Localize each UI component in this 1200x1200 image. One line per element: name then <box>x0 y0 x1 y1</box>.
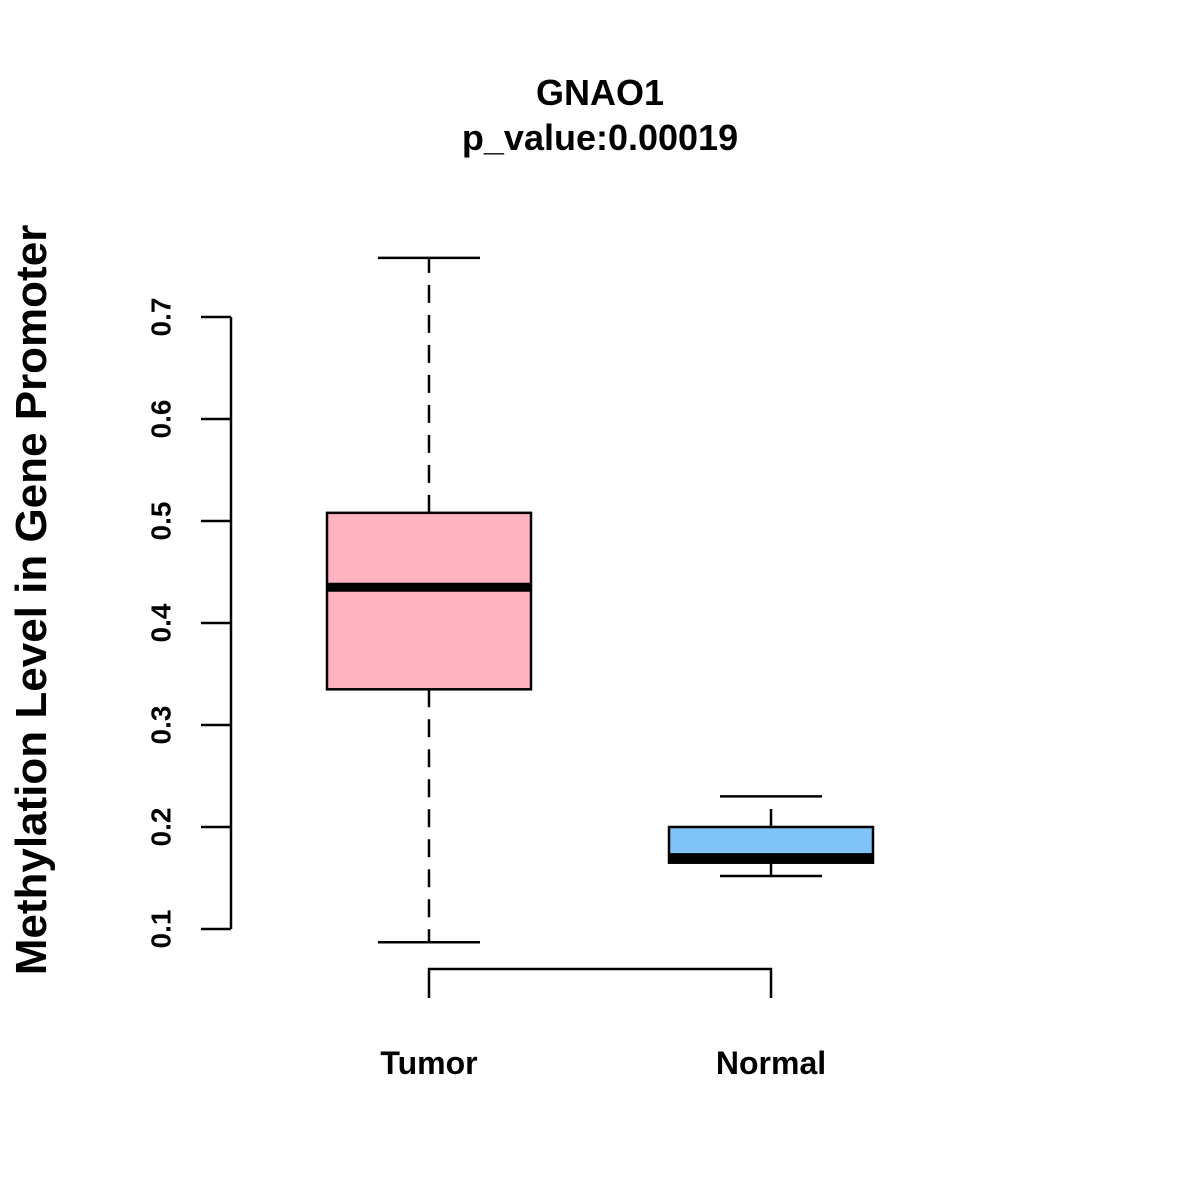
box-normal <box>667 795 875 878</box>
bracket-line <box>427 967 773 998</box>
y-tick-label: 0.1 <box>146 910 177 949</box>
y-axis-label: Methylation Level in Gene Promoter <box>7 225 56 976</box>
box-iqr <box>325 511 533 691</box>
y-tick-label: 0.3 <box>146 706 177 745</box>
y-axis: 0.1 0.2 0.3 0.4 0.5 0.6 0.7 <box>146 298 233 949</box>
x-category-label: Normal <box>716 1045 826 1081</box>
y-tick-label: 0.7 <box>146 298 177 337</box>
y-tick-label: 0.4 <box>146 603 177 642</box>
y-tick-label: 0.2 <box>146 808 177 847</box>
chart-subtitle: p_value:0.00019 <box>462 117 738 158</box>
boxes <box>325 256 875 944</box>
x-category-labels: Tumor Normal <box>380 1045 826 1081</box>
box-tumor <box>325 256 533 944</box>
x-category-label: Tumor <box>380 1045 477 1081</box>
y-tick-label: 0.6 <box>146 400 177 439</box>
y-tick-label: 0.5 <box>146 502 177 541</box>
chart-title: GNAO1 <box>536 72 664 113</box>
comparison-bracket <box>427 967 773 998</box>
